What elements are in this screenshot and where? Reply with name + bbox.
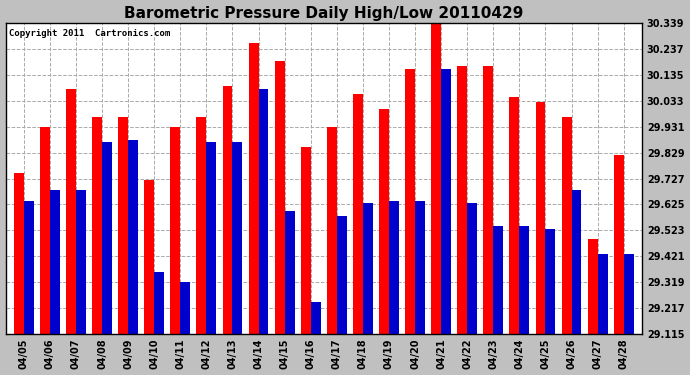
- Bar: [197, 117, 206, 334]
- Bar: [571, 190, 582, 334]
- Bar: [206, 142, 216, 334]
- Bar: [170, 127, 180, 334]
- Bar: [389, 201, 399, 334]
- Bar: [118, 117, 128, 334]
- Bar: [598, 254, 607, 334]
- Bar: [259, 89, 268, 334]
- Bar: [441, 69, 451, 334]
- Text: Copyright 2011  Cartronics.com: Copyright 2011 Cartronics.com: [9, 29, 170, 38]
- Bar: [614, 155, 624, 334]
- Bar: [180, 282, 190, 334]
- Bar: [50, 190, 60, 334]
- Bar: [562, 117, 571, 334]
- Bar: [467, 203, 477, 334]
- Bar: [379, 109, 389, 334]
- Bar: [301, 147, 310, 334]
- Bar: [40, 127, 50, 334]
- Bar: [285, 211, 295, 334]
- Bar: [546, 229, 555, 334]
- Bar: [275, 61, 285, 334]
- Bar: [102, 142, 112, 334]
- Bar: [223, 86, 233, 334]
- Bar: [509, 96, 520, 334]
- Bar: [233, 142, 242, 334]
- Bar: [248, 43, 259, 334]
- Bar: [493, 226, 503, 334]
- Bar: [431, 15, 441, 334]
- Bar: [128, 140, 138, 334]
- Bar: [337, 216, 346, 334]
- Bar: [535, 102, 546, 334]
- Bar: [327, 127, 337, 334]
- Bar: [14, 173, 24, 334]
- Bar: [353, 94, 363, 334]
- Bar: [484, 66, 493, 334]
- Title: Barometric Pressure Daily High/Low 20110429: Barometric Pressure Daily High/Low 20110…: [124, 6, 524, 21]
- Bar: [144, 180, 155, 334]
- Bar: [76, 190, 86, 334]
- Bar: [66, 89, 76, 334]
- Bar: [24, 201, 34, 334]
- Bar: [155, 272, 164, 334]
- Bar: [457, 66, 467, 334]
- Bar: [415, 201, 425, 334]
- Bar: [92, 117, 102, 334]
- Bar: [405, 69, 415, 334]
- Bar: [624, 254, 633, 334]
- Bar: [310, 302, 321, 334]
- Bar: [588, 239, 598, 334]
- Bar: [520, 226, 529, 334]
- Bar: [363, 203, 373, 334]
